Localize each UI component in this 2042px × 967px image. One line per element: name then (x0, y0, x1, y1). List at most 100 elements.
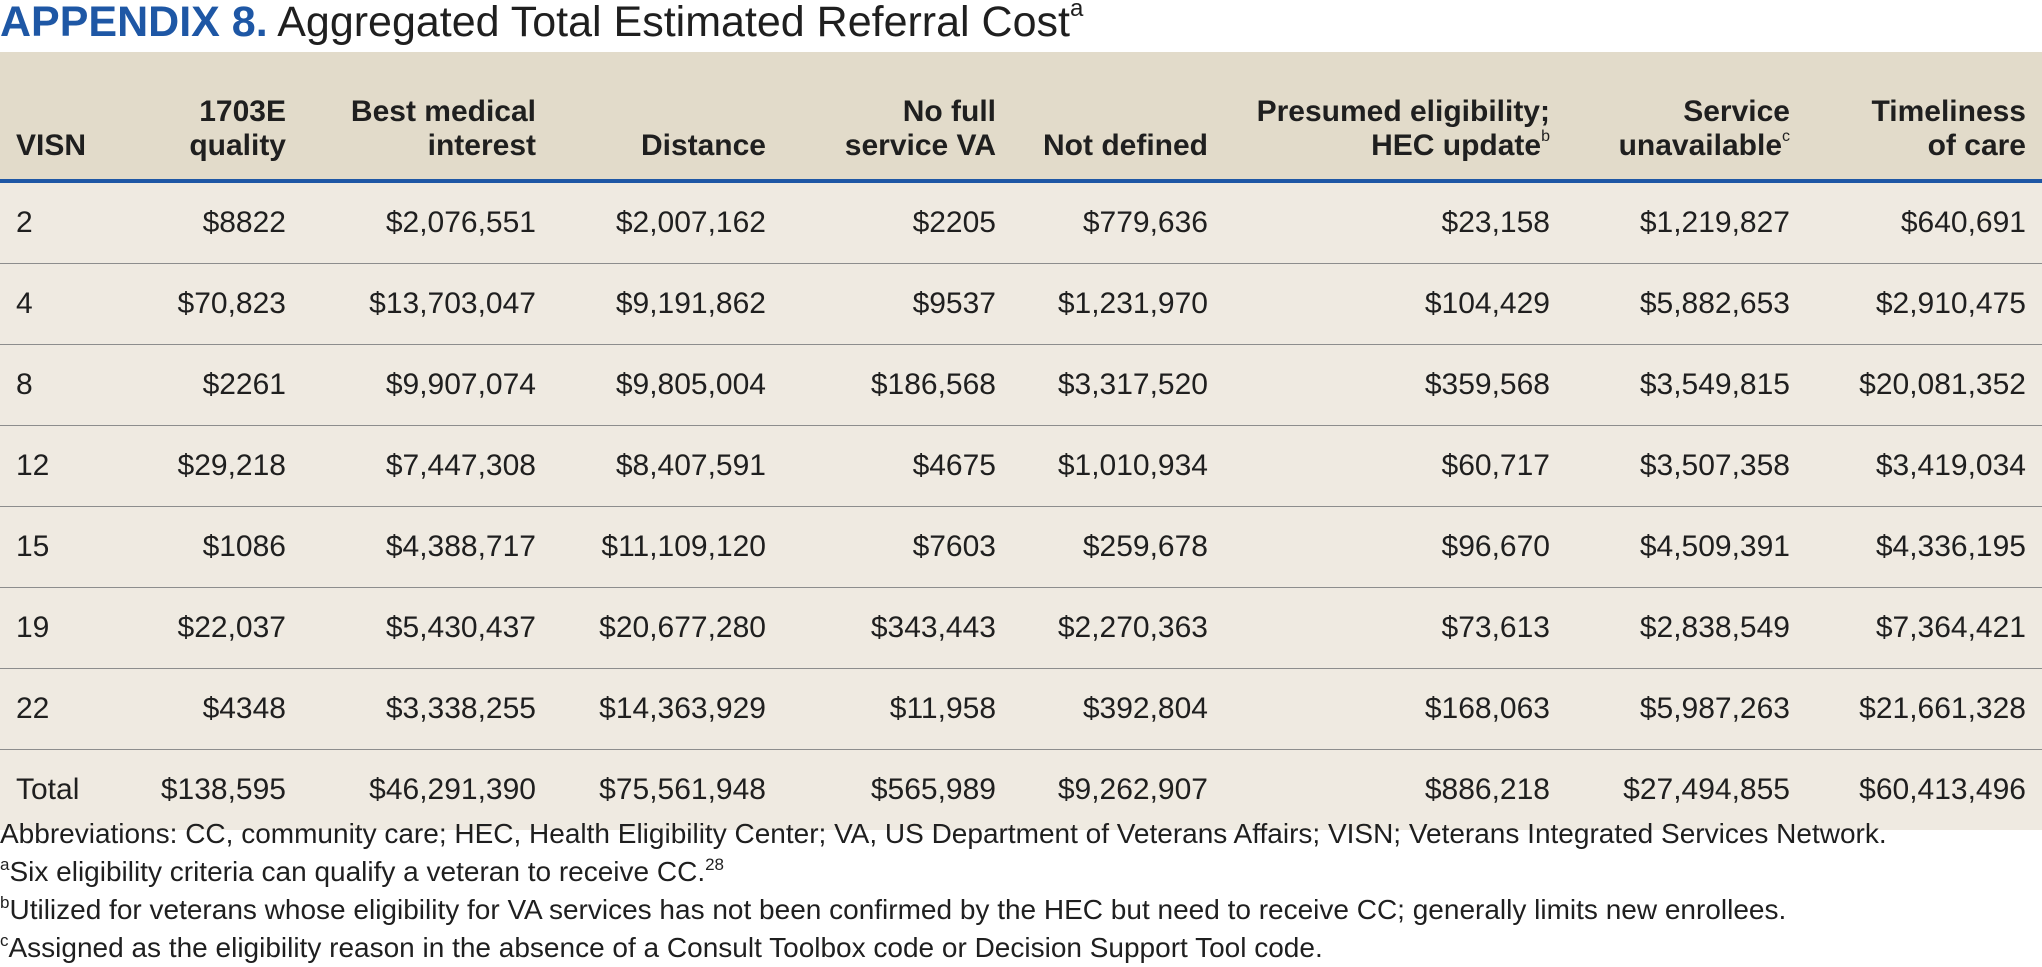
table-row: 22 $4348 $3,338,255 $14,363,929 $11,958 … (0, 668, 2042, 750)
table-row: 12 $29,218 $7,447,308 $8,407,591 $4675 $… (0, 425, 2042, 507)
column-header-service-unavailable: Service unavailablec (1566, 52, 1806, 183)
column-header-not-defined: Not defined (1012, 52, 1224, 183)
table-cell: $1086 (120, 506, 302, 588)
table-cell: $1,219,827 (1566, 181, 1806, 264)
table-cell: $3,338,255 (302, 668, 552, 750)
table-cell: $779,636 (1012, 181, 1224, 264)
table-cell: $565,989 (870, 773, 996, 806)
table-cell: 2 (0, 181, 120, 264)
column-header-presumed-eligibility: Presumed eligibility; HEC updateb (1224, 52, 1566, 183)
table-cell: $8,407,591 (552, 425, 782, 507)
table-cell: $104,429 (1224, 263, 1566, 345)
footnote-a-text: Six eligibility criteria can qualify a v… (9, 856, 706, 887)
footnote-b-mark: b (0, 893, 10, 912)
table-cell: $11,109,120 (552, 506, 782, 588)
table-cell: $20,081,352 (1806, 344, 2042, 426)
table-cell: $2,838,549 (1566, 587, 1806, 669)
table-cell: $29,218 (120, 425, 302, 507)
table-cell: Total (16, 773, 80, 806)
table-cell: $7,364,421 (1806, 587, 2042, 669)
table-cell: $4,336,195 (1806, 506, 2042, 588)
table-cell: $8822 (120, 181, 302, 264)
table-row: 8 $2261 $9,907,074 $9,805,004 $186,568 $… (0, 344, 2042, 426)
table-cell: 12 (0, 425, 120, 507)
column-header-1703e-quality: 1703E quality (120, 52, 302, 183)
table-total-row: Total $138,595 $46,291,390 $75,561,948 $… (0, 750, 2042, 831)
table-cell: $4,388,717 (302, 506, 552, 588)
table-cell: $343,443 (782, 587, 1012, 669)
table-cell: $5,882,653 (1566, 263, 1806, 345)
table-cell: $2,007,162 (552, 181, 782, 264)
footnote-c-mark: c (0, 931, 9, 950)
table-row: 15 $1086 $4,388,717 $11,109,120 $7603 $2… (0, 506, 2042, 588)
table-cell: $2261 (120, 344, 302, 426)
table-cell: $21,661,328 (1806, 668, 2042, 750)
table-cell: $5,430,437 (302, 587, 552, 669)
footnote-mark-c: c (1782, 128, 1790, 145)
table-cell: $168,063 (1224, 668, 1566, 750)
footnote-b-text: Utilized for veterans whose eligibility … (9, 894, 1787, 925)
appendix-title: APPENDIX 8. Aggregated Total Estimated R… (0, 0, 1083, 48)
table-cell: $4675 (782, 425, 1012, 507)
table-cell: $23,158 (1224, 181, 1566, 264)
table-cell: $138,595 (160, 773, 286, 806)
footnote-a: aSix eligibility criteria can qualify a … (0, 853, 2042, 891)
table-cell: $14,363,929 (552, 668, 782, 750)
table-cell: $392,804 (1012, 668, 1224, 750)
table-footnotes: Abbreviations: CC, community care; HEC, … (0, 815, 2042, 967)
table-cell: $96,670 (1224, 506, 1566, 588)
referral-cost-table: VISN 1703E quality Best medical interest D… (0, 52, 2042, 830)
table-cell: $9537 (782, 263, 1012, 345)
table-cell: $3,317,520 (1012, 344, 1224, 426)
table-cell: $13,703,047 (302, 263, 552, 345)
table-cell: $20,677,280 (552, 587, 782, 669)
table-cell: $2,910,475 (1806, 263, 2042, 345)
column-header-best-medical-interest: Best medical interest (302, 52, 552, 183)
table-cell: $46,291,390 (369, 773, 536, 806)
table-row: 2 $8822 $2,076,551 $2,007,162 $2205 $779… (0, 181, 2042, 264)
title-footnote-mark: a (1069, 0, 1084, 22)
table-body: 2 $8822 $2,076,551 $2,007,162 $2205 $779… (0, 181, 2042, 830)
footnote-a-mark: a (0, 855, 10, 874)
table-cell: 15 (0, 506, 120, 588)
table-cell: $359,568 (1224, 344, 1566, 426)
appendix-label: APPENDIX 8. (0, 0, 268, 46)
table-cell: $259,678 (1012, 506, 1224, 588)
footnote-mark-b: b (1541, 128, 1550, 145)
table-cell: $4,509,391 (1566, 506, 1806, 588)
table-cell: $186,568 (782, 344, 1012, 426)
table-cell: 8 (0, 344, 120, 426)
table-cell: $9,805,004 (552, 344, 782, 426)
footnote-a-reference: 28 (705, 855, 725, 874)
footnote-c: cAssigned as the eligibility reason in t… (0, 929, 2042, 967)
table-cell: $60,717 (1224, 425, 1566, 507)
table-cell: 4 (0, 263, 120, 345)
table-cell: $11,958 (782, 668, 1012, 750)
table-cell: $3,507,358 (1566, 425, 1806, 507)
table-cell: $1,010,934 (1012, 425, 1224, 507)
table-row: 4 $70,823 $13,703,047 $9,191,862 $9537 $… (0, 263, 2042, 345)
table-cell: $73,613 (1224, 587, 1566, 669)
table-cell: $7,447,308 (302, 425, 552, 507)
table-cell: $2205 (782, 181, 1012, 264)
table-cell: $27,494,855 (1623, 773, 1790, 806)
column-header-visn: VISN (0, 52, 120, 183)
footnote-b: bUtilized for veterans whose eligibility… (0, 891, 2042, 929)
table-cell: $60,413,496 (1859, 773, 2026, 806)
table-cell: $75,561,948 (599, 773, 766, 806)
table-cell: $640,691 (1806, 181, 2042, 264)
table-row: 19 $22,037 $5,430,437 $20,677,280 $343,4… (0, 587, 2042, 669)
referral-cost-table-container: VISN 1703E quality Best medical interest D… (0, 52, 2042, 830)
table-cell: $9,191,862 (552, 263, 782, 345)
column-header-no-full-service-va: No full service VA (782, 52, 1012, 183)
title-text: Aggregated Total Estimated Referral Cost (277, 0, 1070, 46)
table-cell: $7603 (782, 506, 1012, 588)
table-cell: 22 (0, 668, 120, 750)
table-cell: $3,549,815 (1566, 344, 1806, 426)
table-header-row: VISN 1703E quality Best medical interest D… (0, 52, 2042, 183)
table-cell: $4348 (120, 668, 302, 750)
table-cell: $1,231,970 (1012, 263, 1224, 345)
table-cell: $70,823 (120, 263, 302, 345)
table-cell: $9,262,907 (1057, 773, 1208, 806)
column-header-timeliness-of-care: Timeliness of care (1806, 52, 2042, 183)
